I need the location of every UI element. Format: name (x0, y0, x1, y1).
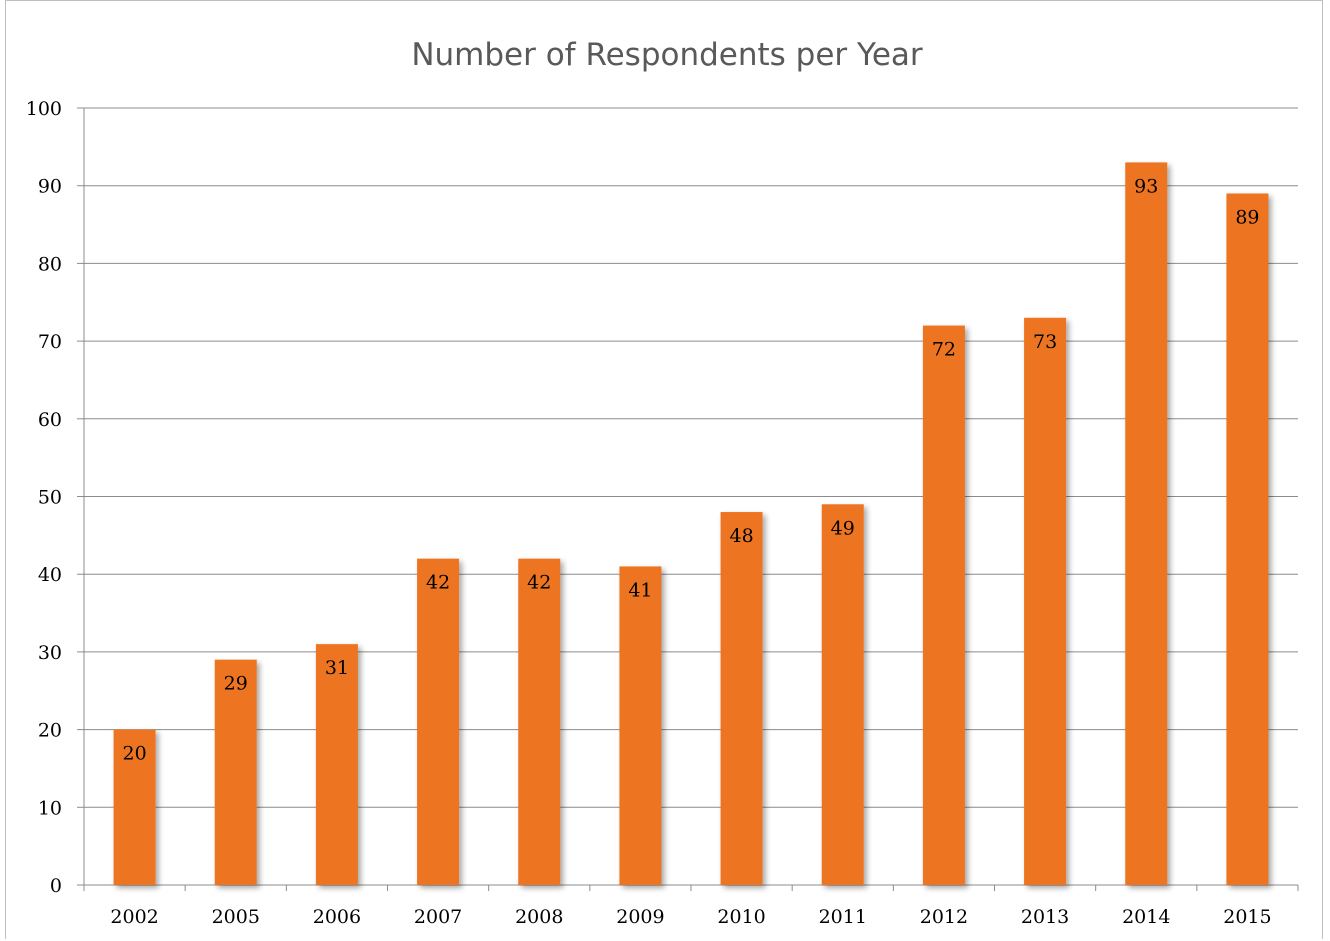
data-labels: 20 29 31 42 42 41 48 49 72 73 93 89 (122, 175, 1259, 764)
bar-2013 (1024, 317, 1067, 885)
y-tick-label: 60 (38, 409, 62, 431)
chart-title: Number of Respondents per Year (411, 37, 923, 73)
x-tick-label-2002: 2002 (110, 906, 158, 928)
y-tick-labels: 0 10 20 30 40 50 60 70 80 90 100 (26, 98, 62, 897)
y-tick-label: 90 (38, 176, 62, 198)
data-label-2005: 29 (224, 673, 248, 695)
x-tick-label-2005: 2005 (212, 906, 260, 928)
x-tick-label-2011: 2011 (819, 906, 867, 928)
data-label-2002: 20 (122, 743, 146, 765)
data-label-2007: 42 (426, 572, 450, 594)
y-tick-label: 0 (50, 875, 62, 897)
bar-2005 (214, 659, 257, 885)
x-tick-label-2013: 2013 (1021, 906, 1069, 928)
x-tick-label-2006: 2006 (313, 906, 361, 928)
bar-2015 (1226, 193, 1269, 886)
data-label-2013: 73 (1033, 331, 1057, 353)
bar-2010 (720, 512, 763, 885)
x-tick-label-2007: 2007 (414, 906, 462, 928)
data-label-2008: 42 (527, 572, 551, 594)
bar-2006 (315, 644, 358, 885)
x-tick-label-2015: 2015 (1223, 906, 1271, 928)
bar-2008 (518, 558, 561, 885)
gridlines (84, 107, 1298, 808)
bar-2012 (922, 325, 965, 885)
data-label-2010: 48 (729, 525, 753, 547)
y-tick-label: 20 (38, 720, 62, 742)
y-tick-label: 100 (26, 98, 62, 120)
x-tick-labels: 2002 2005 2006 2007 2008 2009 2010 2011 2012 2013… (110, 906, 1271, 928)
y-tick-label: 30 (38, 642, 62, 664)
data-label-2006: 31 (325, 657, 349, 679)
y-tick-label: 50 (38, 487, 62, 509)
x-tick-label-2010: 2010 (717, 906, 765, 928)
y-tick-label: 40 (38, 564, 62, 586)
data-label-2014: 93 (1134, 175, 1158, 197)
x-tick-label-2009: 2009 (616, 906, 664, 928)
data-label-2015: 89 (1235, 206, 1259, 228)
data-label-2012: 72 (932, 339, 956, 361)
data-label-2011: 49 (831, 517, 855, 539)
bar-2014 (1125, 162, 1168, 885)
axes (77, 107, 1299, 891)
bar-2007 (417, 558, 460, 885)
y-tick-label: 10 (38, 797, 62, 819)
data-label-2009: 41 (628, 579, 652, 601)
x-tick-label-2012: 2012 (920, 906, 968, 928)
bar-2002 (113, 729, 156, 885)
x-tick-label-2014: 2014 (1122, 906, 1170, 928)
bar-2011 (821, 504, 864, 885)
y-tick-label: 70 (38, 331, 62, 353)
bar-2009 (619, 566, 662, 885)
x-tick-label-2008: 2008 (515, 906, 563, 928)
bars (113, 162, 1269, 886)
y-tick-label: 80 (38, 253, 62, 275)
